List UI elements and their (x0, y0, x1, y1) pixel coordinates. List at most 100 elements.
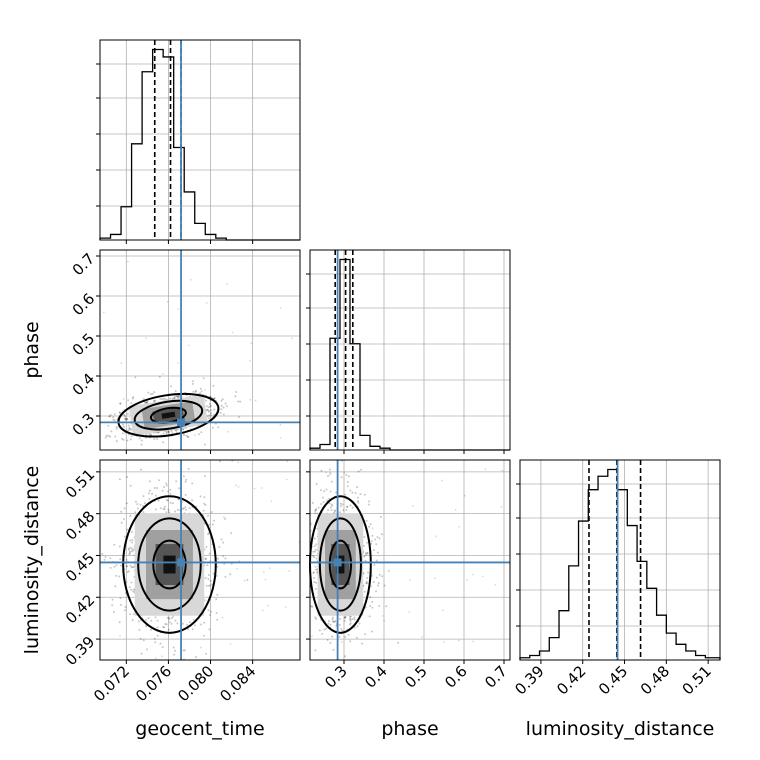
sample-point (148, 480, 151, 483)
sample-point (109, 435, 112, 438)
sample-point (192, 390, 195, 393)
sample-point (172, 646, 175, 649)
sample-point (219, 460, 221, 463)
sample-point (371, 527, 374, 530)
panel-grid (125, 40, 254, 240)
y-tick-label: 0.7 (69, 250, 99, 280)
sample-point (226, 283, 228, 285)
sample-point (184, 480, 187, 483)
sample-point (169, 397, 171, 400)
sample-point (107, 434, 110, 437)
sample-point (246, 578, 249, 581)
hist-grid (306, 273, 510, 417)
sample-point (156, 619, 159, 622)
sample-point (119, 634, 121, 637)
sample-point (142, 511, 145, 514)
sample-point (366, 541, 368, 544)
sample-point (205, 584, 208, 587)
sample-point (371, 630, 373, 633)
sample-point (223, 516, 225, 518)
sample-point (124, 418, 127, 421)
sample-point (157, 499, 160, 502)
sample-point (132, 396, 135, 399)
sample-point (131, 397, 134, 400)
density-level-3 (163, 555, 176, 574)
sample-point (205, 302, 208, 304)
sample-point (270, 500, 273, 503)
sample-point (167, 431, 170, 434)
panel-frame (309, 459, 511, 661)
sample-point (348, 617, 351, 620)
sample-point (125, 502, 128, 505)
sample-point (321, 632, 324, 635)
sample-point (112, 610, 115, 613)
sample-point (113, 543, 116, 546)
sample-point (187, 436, 190, 439)
sample-point (109, 566, 112, 569)
sample-point (111, 598, 114, 601)
sample-point (353, 618, 356, 621)
sample-point (128, 426, 131, 429)
sample-point (128, 586, 131, 589)
sample-point (347, 475, 350, 478)
sample-point (118, 411, 121, 414)
sample-point (349, 504, 352, 507)
sample-point (348, 623, 351, 626)
sample-point (367, 571, 369, 574)
sample-point (105, 434, 108, 437)
sample-point (230, 532, 233, 535)
sample-point (168, 618, 171, 621)
sample-point (226, 405, 228, 408)
sample-point (120, 521, 123, 524)
sample-point (239, 400, 242, 403)
sample-point (165, 499, 168, 501)
x-axis-label-phase: phase (381, 718, 438, 740)
x-tick-label: 0.076 (132, 662, 175, 705)
sample-point (249, 359, 251, 362)
sample-point (314, 512, 317, 515)
sample-point (161, 489, 164, 492)
sample-point (209, 613, 211, 616)
sample-point (123, 425, 126, 428)
sample-point (219, 411, 222, 414)
sample-point (220, 399, 223, 402)
sample-point (199, 387, 202, 390)
sample-point (136, 503, 139, 506)
sample-point (501, 469, 504, 472)
sample-point (121, 437, 123, 440)
sample-point (156, 487, 159, 489)
sample-point (206, 405, 208, 408)
sample-point (139, 503, 142, 506)
sample-point (161, 655, 163, 658)
sample-point (312, 572, 315, 574)
sample-point (119, 564, 122, 567)
sample-point (457, 639, 460, 642)
sample-point (250, 342, 253, 345)
sample-point (344, 655, 347, 658)
sample-point (369, 523, 372, 526)
sample-point (229, 573, 232, 576)
sample-point (313, 576, 316, 579)
sample-point (185, 394, 188, 397)
sample-point (144, 401, 147, 404)
sample-point (122, 518, 125, 520)
sample-point (177, 308, 180, 310)
sample-point (454, 509, 457, 511)
sample-point (376, 536, 379, 539)
panel-frame (99, 459, 301, 661)
sample-point (215, 612, 218, 614)
sample-point (368, 615, 371, 618)
sample-point (317, 506, 320, 509)
sample-point (231, 460, 234, 463)
sample-point (314, 548, 317, 551)
panel-frame (99, 39, 301, 241)
sample-point (148, 497, 151, 500)
sample-point (175, 429, 178, 432)
sample-point (482, 575, 484, 578)
sample-point (130, 402, 133, 404)
sample-point (212, 572, 215, 575)
sample-point (176, 622, 179, 625)
contour-1 (318, 517, 362, 612)
contour-2 (328, 539, 353, 590)
sample-point (137, 620, 140, 623)
